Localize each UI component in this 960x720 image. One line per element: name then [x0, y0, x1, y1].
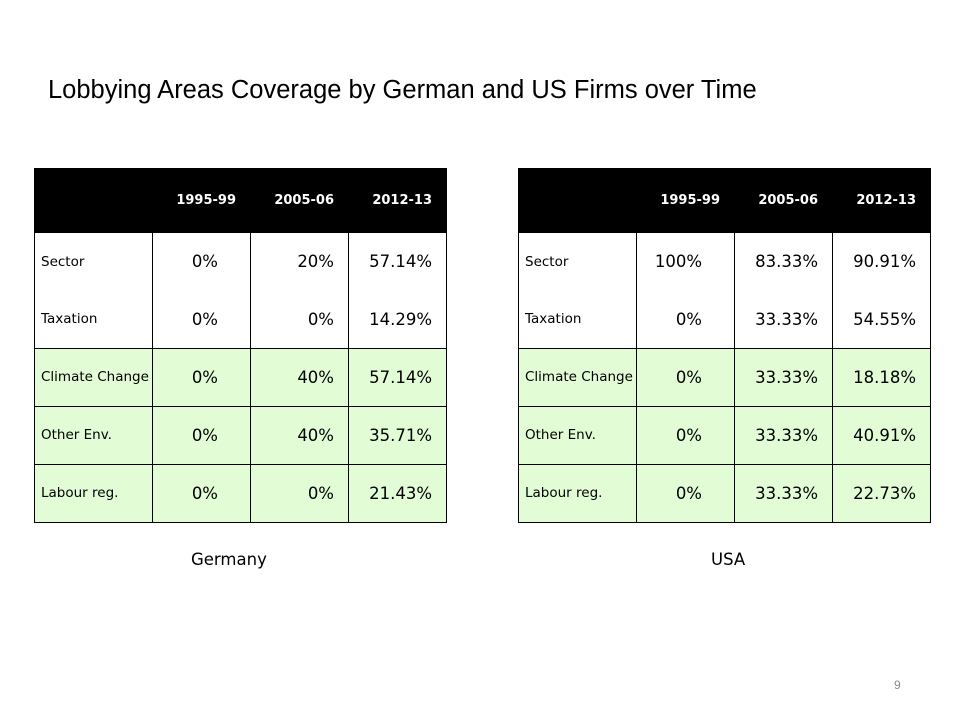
value-cell: 35.71% — [348, 406, 447, 465]
header-2012-13: 2012-13 — [348, 168, 447, 233]
usa-table: 1995-99 2005-06 2012-13 Sector 100% 83.3… — [518, 168, 931, 523]
usa-caption: USA — [711, 550, 746, 569]
table-row: Labour reg. 0% 0% 21.43% — [34, 464, 447, 523]
value-cell: 33.33% — [734, 290, 833, 349]
germany-table: 1995-99 2005-06 2012-13 Sector 0% 20% 57… — [34, 168, 447, 523]
slide-title: Lobbying Areas Coverage by German and US… — [48, 76, 757, 104]
value-cell: 0% — [250, 290, 349, 349]
table-row: Labour reg. 0% 33.33% 22.73% — [518, 464, 931, 523]
value-cell: 40.91% — [832, 406, 931, 465]
row-label: Other Env. — [518, 406, 637, 465]
value-cell: 33.33% — [734, 464, 833, 523]
value-cell: 57.14% — [348, 232, 447, 291]
row-label: Taxation — [34, 290, 153, 349]
table-row: Sector 0% 20% 57.14% — [34, 232, 447, 291]
value-cell: 100% — [636, 232, 735, 291]
row-label: Labour reg. — [34, 464, 153, 523]
value-cell: 33.33% — [734, 406, 833, 465]
value-cell: 0% — [250, 464, 349, 523]
value-cell: 18.18% — [832, 348, 931, 407]
table-row: Climate Change 0% 40% 57.14% — [34, 348, 447, 407]
value-cell: 0% — [152, 290, 251, 349]
value-cell: 14.29% — [348, 290, 447, 349]
row-label: Labour reg. — [518, 464, 637, 523]
header-2012-13: 2012-13 — [832, 168, 931, 233]
row-label: Other Env. — [34, 406, 153, 465]
value-cell: 83.33% — [734, 232, 833, 291]
value-cell: 33.33% — [734, 348, 833, 407]
value-cell: 0% — [636, 290, 735, 349]
value-cell: 40% — [250, 348, 349, 407]
table-row: Other Env. 0% 40% 35.71% — [34, 406, 447, 465]
value-cell: 0% — [152, 406, 251, 465]
header-2005-06: 2005-06 — [734, 168, 833, 233]
value-cell: 57.14% — [348, 348, 447, 407]
table-header-row: 1995-99 2005-06 2012-13 — [518, 168, 931, 233]
row-label: Climate Change — [518, 348, 637, 407]
value-cell: 0% — [636, 406, 735, 465]
germany-caption: Germany — [191, 550, 267, 569]
value-cell: 0% — [152, 232, 251, 291]
table-row: Other Env. 0% 33.33% 40.91% — [518, 406, 931, 465]
value-cell: 21.43% — [348, 464, 447, 523]
row-label: Climate Change — [34, 348, 153, 407]
header-1995-99: 1995-99 — [636, 168, 735, 233]
table-row: Climate Change 0% 33.33% 18.18% — [518, 348, 931, 407]
table-row: Sector 100% 83.33% 90.91% — [518, 232, 931, 291]
header-2005-06: 2005-06 — [250, 168, 349, 233]
header-corner-cell — [518, 168, 637, 233]
header-1995-99: 1995-99 — [152, 168, 251, 233]
table-header-row: 1995-99 2005-06 2012-13 — [34, 168, 447, 233]
value-cell: 54.55% — [832, 290, 931, 349]
value-cell: 0% — [636, 464, 735, 523]
value-cell: 40% — [250, 406, 349, 465]
row-label: Sector — [518, 232, 637, 291]
header-corner-cell — [34, 168, 153, 233]
value-cell: 20% — [250, 232, 349, 291]
value-cell: 0% — [152, 464, 251, 523]
row-label: Taxation — [518, 290, 637, 349]
value-cell: 90.91% — [832, 232, 931, 291]
page-number: 9 — [894, 678, 901, 692]
value-cell: 22.73% — [832, 464, 931, 523]
table-row: Taxation 0% 33.33% 54.55% — [518, 290, 931, 349]
table-row: Taxation 0% 0% 14.29% — [34, 290, 447, 349]
value-cell: 0% — [636, 348, 735, 407]
row-label: Sector — [34, 232, 153, 291]
value-cell: 0% — [152, 348, 251, 407]
